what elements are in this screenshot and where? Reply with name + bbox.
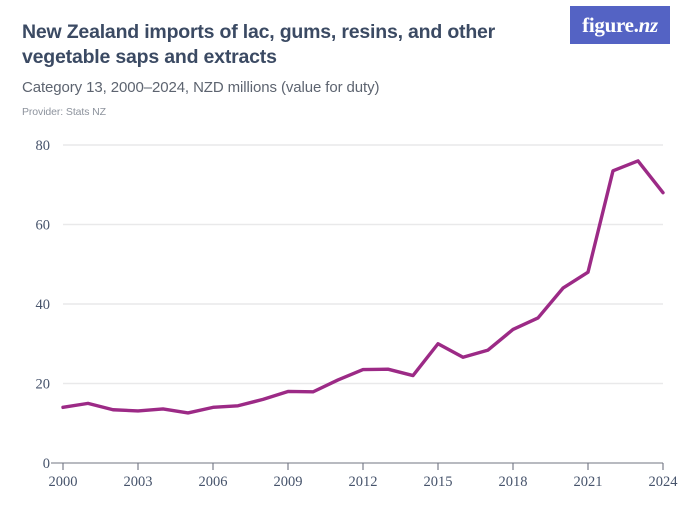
x-axis-labels-group: 2000 2003 2006 2009 2012 2015 2018 2021 2024: [49, 474, 679, 490]
y-tick-label-0: 0: [43, 456, 50, 472]
figurenz-logo[interactable]: figure. nz: [570, 6, 670, 44]
y-tick-label-40: 40: [36, 297, 51, 313]
logo-suffix: nz: [638, 12, 659, 37]
x-tick-label-2009: 2009: [274, 474, 303, 490]
x-tick-label-2006: 2006: [199, 474, 228, 490]
chart-provider: Provider: Stats NZ: [22, 106, 106, 118]
x-tick-label-2018: 2018: [499, 474, 528, 490]
chart-subtitle: Category 13, 2000–2024, NZD millions (va…: [22, 79, 380, 96]
x-tick-label-2003: 2003: [124, 474, 153, 490]
x-tick-label-2000: 2000: [49, 474, 78, 490]
x-tick-label-2024: 2024: [649, 474, 679, 490]
gridlines-group: [63, 144, 663, 385]
logo-word: figure.: [582, 12, 639, 37]
x-axis-group: [51, 462, 664, 470]
x-tick-label-2012: 2012: [349, 474, 378, 490]
x-tick-label-2015: 2015: [424, 474, 453, 490]
y-axis-labels-group: 0 20 40 60 80: [36, 138, 51, 472]
y-tick-label-20: 20: [36, 377, 51, 393]
data-series-group: [61, 159, 665, 415]
series-line-imports: [61, 159, 665, 415]
y-tick-label-80: 80: [36, 138, 51, 154]
x-tick-label-2021: 2021: [574, 474, 603, 490]
y-tick-label-60: 60: [36, 218, 51, 234]
chart-header: New Zealand imports of lac, gums, resins…: [0, 0, 700, 130]
chart-title: New Zealand imports of lac, gums, resins…: [22, 21, 496, 68]
